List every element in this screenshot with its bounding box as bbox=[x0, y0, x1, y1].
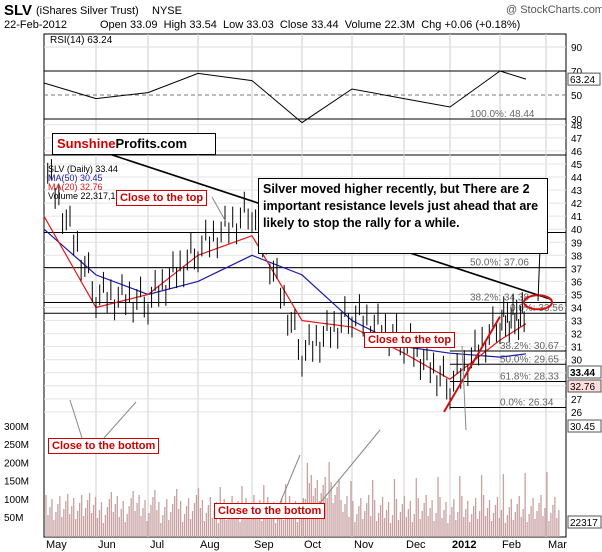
price-tick-label: 26 bbox=[571, 408, 583, 419]
x-tick-label: Oct bbox=[304, 539, 321, 551]
price-badge-box bbox=[567, 365, 602, 379]
ma50-line bbox=[43, 228, 527, 358]
price-tick-label: 32 bbox=[571, 330, 583, 341]
price-badge: 22317 bbox=[570, 518, 598, 529]
price-tick-label: 30 bbox=[571, 356, 583, 367]
x-tick-label: Sep bbox=[254, 539, 274, 551]
ohlc-line: Open 33.09 High 33.54 Low 33.03 Close 33… bbox=[100, 19, 521, 31]
support-trendline bbox=[443, 316, 501, 413]
x-tick-label: Jul bbox=[150, 539, 164, 551]
fib-label: 50.0%: 29.65 bbox=[500, 354, 559, 365]
rsi-badge: 63.24 bbox=[570, 75, 595, 86]
price-badge-box bbox=[567, 515, 602, 529]
fib-label: 0.0%: 26.34 bbox=[500, 397, 554, 408]
label-close-to-bottom-2: Close to the bottom bbox=[214, 503, 326, 519]
legend-item: SLV (Daily) 33.44 bbox=[48, 164, 118, 174]
price-badge-box bbox=[567, 379, 602, 393]
rsi-tick-label: 90 bbox=[571, 43, 583, 54]
price-tick-label: 42 bbox=[571, 199, 583, 210]
price-badge: 30.45 bbox=[570, 422, 595, 433]
price-tick-label: 45 bbox=[571, 160, 583, 171]
label-close-to-bottom-1: Close to the bottom bbox=[48, 438, 160, 454]
rsi-line bbox=[43, 70, 527, 124]
price-tick-label: 39 bbox=[571, 238, 583, 249]
price-tick-label: 38 bbox=[571, 251, 583, 262]
pointer-bottom2a bbox=[279, 454, 301, 504]
label-close-to-top-2: Close to the top bbox=[364, 332, 456, 348]
price-tick-label: 47 bbox=[571, 134, 583, 145]
source-label: @ StockCharts.com bbox=[506, 4, 602, 16]
volume-tick-label: 100M bbox=[4, 495, 29, 506]
pointer-top1 bbox=[211, 196, 227, 223]
price-tick-label: 36 bbox=[571, 277, 583, 288]
pointer-bottom1b bbox=[103, 401, 137, 439]
price-tick-label: 48 bbox=[571, 121, 583, 132]
exchange: NYSE bbox=[152, 5, 182, 17]
price-tick-label: 35 bbox=[571, 290, 583, 301]
price-tick-label: 40 bbox=[571, 225, 583, 236]
pointer-bottom1a bbox=[69, 399, 83, 439]
fib-label: 61.8%: 28.33 bbox=[500, 371, 559, 382]
price-tick-label: 43 bbox=[571, 186, 583, 197]
price-tick-label: 46 bbox=[571, 147, 583, 158]
price-tick-label: 37 bbox=[571, 264, 583, 275]
annotation-box: Silver moved higher recently, but There … bbox=[258, 178, 548, 254]
price-badge: 33.44 bbox=[570, 368, 595, 379]
volume-tick-label: 200M bbox=[4, 458, 29, 469]
rsi-tick-label: 30 bbox=[571, 115, 583, 126]
annotation-pointer bbox=[537, 247, 541, 301]
label-close-to-top-1: Close to the top bbox=[116, 190, 208, 206]
x-tick-label: Dec bbox=[406, 539, 426, 551]
legend-item: MA(50) 30.45 bbox=[48, 173, 103, 183]
legend-item: Volume 22,317,163 bbox=[48, 191, 126, 201]
ma20-line bbox=[43, 215, 527, 380]
x-tick-label: Jun bbox=[98, 539, 116, 551]
pointer-bottom2b bbox=[319, 429, 381, 504]
volume-tick-label: 150M bbox=[4, 477, 29, 488]
rsi-label: RSI(14) 63.24 bbox=[50, 35, 113, 46]
rsi-tick-label: 50 bbox=[571, 91, 583, 102]
logo: SunshineProfits.com bbox=[52, 133, 216, 155]
price-tick-label: 41 bbox=[571, 212, 583, 223]
security-name: (iShares Silver Trust) bbox=[36, 5, 139, 17]
x-tick-label: Nov bbox=[354, 539, 374, 551]
fib-label: 38.2%: 30.67 bbox=[500, 341, 559, 352]
legend-item: MA(20) 32.76 bbox=[48, 182, 103, 192]
rsi-tick-label: 70 bbox=[571, 67, 583, 78]
rsi-badge-box bbox=[567, 72, 601, 86]
date: 22-Feb-2012 bbox=[4, 19, 67, 31]
x-tick-label: Aug bbox=[200, 539, 220, 551]
price-tick-label: 27 bbox=[571, 395, 583, 406]
volume-tick-label: 250M bbox=[4, 440, 29, 451]
price-tick-label: 31 bbox=[571, 343, 583, 354]
fib-label: 50.0%: 37.06 bbox=[470, 258, 529, 269]
fib-label: 38.2%: 34.38 bbox=[470, 293, 529, 304]
x-tick-label: May bbox=[46, 539, 67, 551]
price-tick-label: 44 bbox=[571, 173, 583, 184]
x-tick-label: Mar bbox=[548, 539, 567, 551]
x-tick-label: Feb bbox=[502, 539, 521, 551]
pointer-top2 bbox=[461, 345, 467, 431]
price-badge: 32.76 bbox=[570, 382, 595, 393]
volume-tick-label: 50M bbox=[4, 513, 23, 524]
volume-tick-label: 300M bbox=[4, 422, 29, 433]
ticker: SLV bbox=[4, 2, 33, 19]
fib-label: 100.0%: 48.44 bbox=[470, 109, 535, 120]
x-tick-label: 2012 bbox=[452, 539, 476, 551]
price-tick-label: 34 bbox=[571, 304, 583, 315]
price-tick-label: 33 bbox=[571, 317, 583, 328]
price-badge-box bbox=[567, 419, 602, 433]
